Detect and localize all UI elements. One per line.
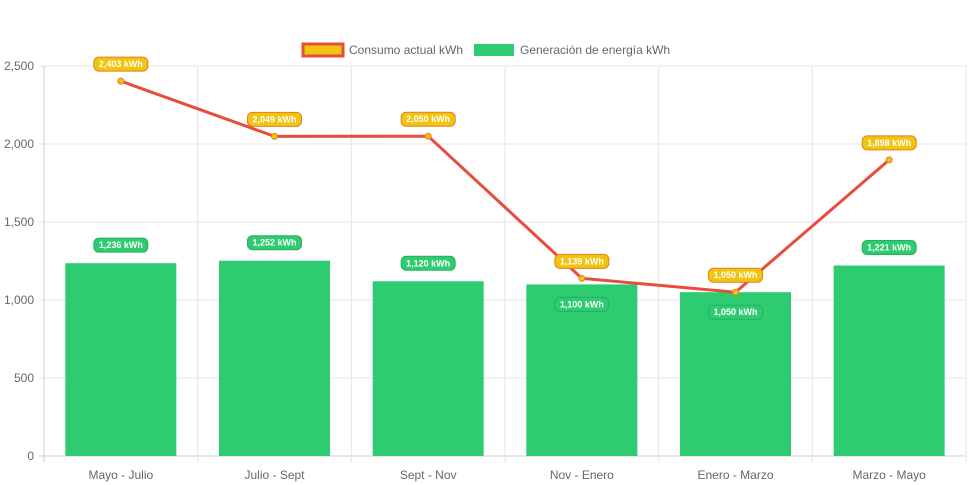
- line-data-label-bg: [247, 111, 302, 127]
- point-consumo: [271, 132, 278, 140]
- bar-data-label-bg: [554, 296, 610, 312]
- legend-item-consumo[interactable]: Consumo actual kWh: [301, 42, 463, 58]
- y-tick-label: 500: [14, 371, 34, 385]
- legend-label-generacion: Generación de energía kWh: [520, 43, 670, 57]
- legend-label-consumo: Consumo actual kWh: [349, 43, 463, 57]
- bar-data-label: 1,120 kWh: [406, 258, 450, 268]
- bar-data-label: 1,252 kWh: [252, 238, 296, 248]
- x-tick-label: Julio - Sept: [244, 468, 305, 482]
- x-tick-label: Nov - Enero: [550, 468, 614, 482]
- x-tick-label: Sept - Nov: [400, 468, 457, 482]
- y-tick-label: 1,500: [4, 215, 34, 229]
- bar-data-label-bg: [861, 240, 917, 256]
- bar-data-label: 1,100 kWh: [560, 299, 604, 309]
- point-consumo: [117, 77, 125, 85]
- line-data-label: 1,139 kWh: [560, 256, 604, 266]
- legend-item-generacion[interactable]: Generación de energía kWh: [474, 43, 670, 57]
- line-data-label-bg: [708, 267, 763, 283]
- point-consumo: [424, 132, 432, 140]
- bar-data-label-bg: [708, 304, 763, 320]
- point-consumo: [578, 274, 586, 282]
- bar-data-label-bg: [93, 237, 149, 253]
- line-data-label: 1,898 kWh: [867, 138, 911, 148]
- line-data-label: 2,050 kWh: [406, 114, 450, 124]
- bar-generacion: [65, 263, 177, 456]
- bar-data-label: 1,236 kWh: [99, 240, 143, 250]
- legend: Consumo actual kWh Generación de energía…: [301, 42, 670, 58]
- y-tick-label: 0: [27, 449, 34, 463]
- y-tick-label: 2,000: [4, 137, 34, 151]
- bar-data-label-bg: [400, 255, 456, 271]
- line-data-label: 1,050 kWh: [713, 270, 757, 280]
- line-data-label: 2,403 kWh: [99, 59, 143, 69]
- legend-swatch-consumo: [301, 42, 345, 58]
- line-data-label: 2,049 kWh: [252, 114, 296, 124]
- line-data-label-bg: [400, 111, 456, 127]
- bar-data-label: 1,221 kWh: [867, 243, 911, 253]
- line-data-label-bg: [861, 135, 917, 151]
- x-tick-label: Marzo - Mayo: [852, 468, 926, 482]
- legend-swatch-generacion: [474, 44, 514, 56]
- x-tick-label: Mayo - Julio: [88, 468, 153, 482]
- y-tick-label: 1,000: [4, 293, 34, 307]
- bar-data-label: 1,050 kWh: [713, 307, 757, 317]
- bar-generacion: [526, 284, 638, 456]
- line-data-label-bg: [93, 56, 149, 72]
- point-consumo: [885, 156, 893, 164]
- bar-generacion: [372, 281, 484, 456]
- bar-data-label-bg: [247, 235, 302, 251]
- line-data-label-bg: [554, 253, 610, 269]
- bar-generacion: [833, 265, 945, 456]
- x-tick-label: Enero - Marzo: [697, 468, 773, 482]
- point-consumo: [732, 288, 739, 296]
- y-tick-label: 2,500: [4, 59, 34, 73]
- bar-generacion: [219, 260, 330, 456]
